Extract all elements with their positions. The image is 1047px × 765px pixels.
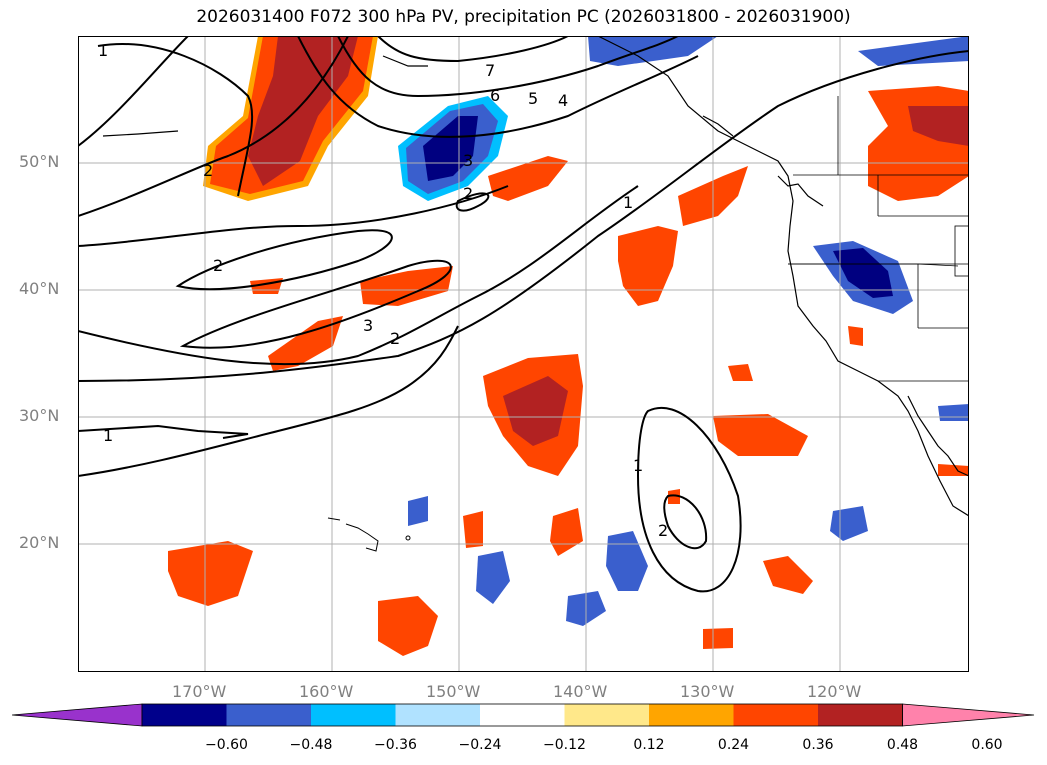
lat-label: 50°N	[19, 152, 60, 171]
colorbar-segment	[564, 704, 650, 726]
contour-label: 4	[558, 91, 568, 110]
precip-blob	[248, 36, 358, 186]
colorbar-segment	[395, 704, 481, 726]
precip-blob	[423, 116, 478, 181]
contour-label: 2	[390, 329, 400, 348]
precip-blob	[703, 628, 733, 649]
lon-label: 130°W	[680, 682, 735, 701]
colorbar-tick-label: −0.60	[205, 737, 248, 753]
colorbar	[12, 703, 1035, 727]
precip-blob	[713, 414, 808, 456]
colorbar-tick-label: −0.24	[458, 737, 502, 753]
precip-blob	[476, 551, 510, 604]
colorbar-tick-label: −0.48	[289, 737, 333, 753]
precip-blob	[360, 266, 453, 306]
islands	[327, 517, 411, 552]
pv-contours	[78, 36, 969, 593]
precip-blob	[668, 489, 680, 504]
precip-blob	[618, 226, 678, 306]
colorbar-segment	[649, 704, 734, 726]
contour-label: 2	[203, 161, 213, 180]
precip-blob	[168, 541, 253, 606]
precip-blob	[463, 511, 483, 548]
contour-label: 1	[103, 426, 113, 445]
precip-blob	[488, 156, 568, 201]
colorbar-tick-label: 0.24	[717, 737, 750, 753]
colorbar-extend-low	[12, 703, 143, 727]
colorbar-extend-high	[902, 703, 1035, 727]
lon-label: 140°W	[553, 682, 608, 701]
precip-blob	[848, 326, 863, 346]
lat-label: 40°N	[19, 279, 60, 298]
contour-label: 3	[363, 316, 373, 335]
colorbar-segment	[733, 704, 819, 726]
precip-blob	[728, 364, 753, 381]
precip-blob	[378, 596, 438, 656]
contour-label: 5	[528, 89, 538, 108]
lon-label: 160°W	[299, 682, 354, 701]
precip-blob	[938, 404, 969, 421]
precip-blob	[606, 531, 648, 591]
colorbar-segment	[818, 704, 903, 726]
precip-negative-areas	[398, 36, 969, 626]
contour-labels: 1 2 2 3 2 1 7 6 5 4 3 2 1 1 2	[98, 41, 668, 540]
precip-blob	[858, 36, 969, 66]
colorbar-tick-label: −0.36	[374, 737, 417, 753]
colorbar-tick-label: −0.12	[543, 737, 586, 753]
precip-blob	[908, 106, 969, 146]
lon-label: 120°W	[807, 682, 862, 701]
lon-label: 150°W	[426, 682, 481, 701]
contour-label: 2	[463, 184, 473, 203]
lat-label: 30°N	[19, 406, 60, 425]
lat-label: 20°N	[19, 533, 60, 552]
figure-title: 2026031400 F072 300 hPa PV, precipitatio…	[196, 7, 851, 27]
political-borders	[788, 96, 969, 382]
colorbar-tick-label: 0.48	[886, 737, 919, 753]
colorbar-segment	[142, 704, 227, 726]
colorbar-tick-label: 0.36	[802, 737, 834, 753]
colorbar-tick-label: 0.12	[633, 737, 665, 753]
precip-blob	[268, 316, 343, 371]
contour-label: 1	[633, 456, 643, 475]
colorbar-frame	[141, 703, 903, 727]
contour-label: 3	[463, 151, 473, 170]
colorbar-segment	[226, 704, 312, 726]
contour-label: 7	[485, 61, 495, 80]
precip-blob	[503, 376, 568, 446]
contour-label: 2	[658, 521, 668, 540]
colorbar-segment	[311, 704, 396, 726]
coastline	[102, 36, 969, 517]
colorbar-tick-label: 0.60	[971, 737, 1003, 753]
precip-blob	[763, 556, 813, 594]
map-panel: 1 2 2 3 2 1 7 6 5 4 3 2 1 1 2	[78, 36, 969, 672]
contour-label: 2	[213, 256, 223, 275]
contour-label: 6	[490, 86, 500, 105]
precip-blob	[833, 248, 893, 298]
contour-label: 1	[623, 193, 633, 212]
graticule	[78, 36, 969, 672]
precip-blob	[408, 496, 428, 526]
colorbar-segment	[480, 704, 565, 726]
contour-label: 1	[98, 41, 108, 60]
lon-label: 170°W	[172, 682, 227, 701]
